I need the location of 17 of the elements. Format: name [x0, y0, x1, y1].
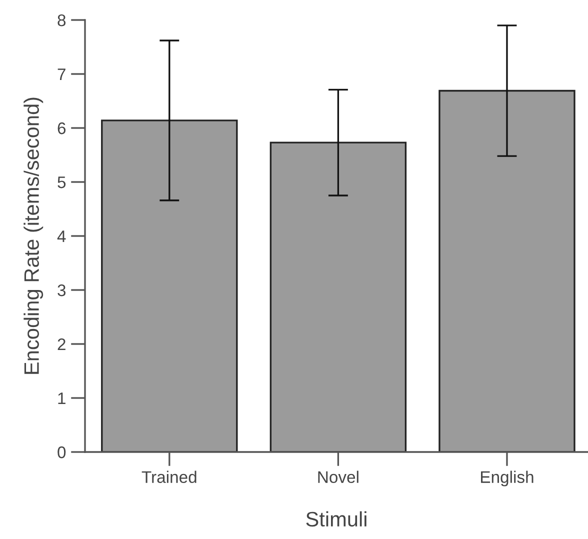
- bar: [438, 90, 576, 452]
- y-tick-label: 3: [58, 284, 66, 296]
- bar: [270, 142, 407, 452]
- y-axis-title: Encoding Rate (items/second): [24, 98, 44, 374]
- y-tick-label: 1: [58, 392, 66, 404]
- bar: [101, 120, 238, 452]
- y-tick-label: 0: [58, 446, 66, 458]
- y-tick-label: 7: [58, 68, 66, 80]
- y-tick-label: 4: [57, 230, 66, 242]
- y-tick-label: 8: [58, 14, 66, 26]
- x-tick-label: Trained: [142, 470, 196, 483]
- y-tick-label: 6: [58, 122, 66, 134]
- x-axis-title: Stimuli: [306, 511, 366, 527]
- y-tick-label: 2: [58, 338, 66, 350]
- x-tick-label: Novel: [318, 470, 358, 483]
- x-tick-label: English: [481, 470, 534, 486]
- y-tick-label: 5: [58, 176, 66, 188]
